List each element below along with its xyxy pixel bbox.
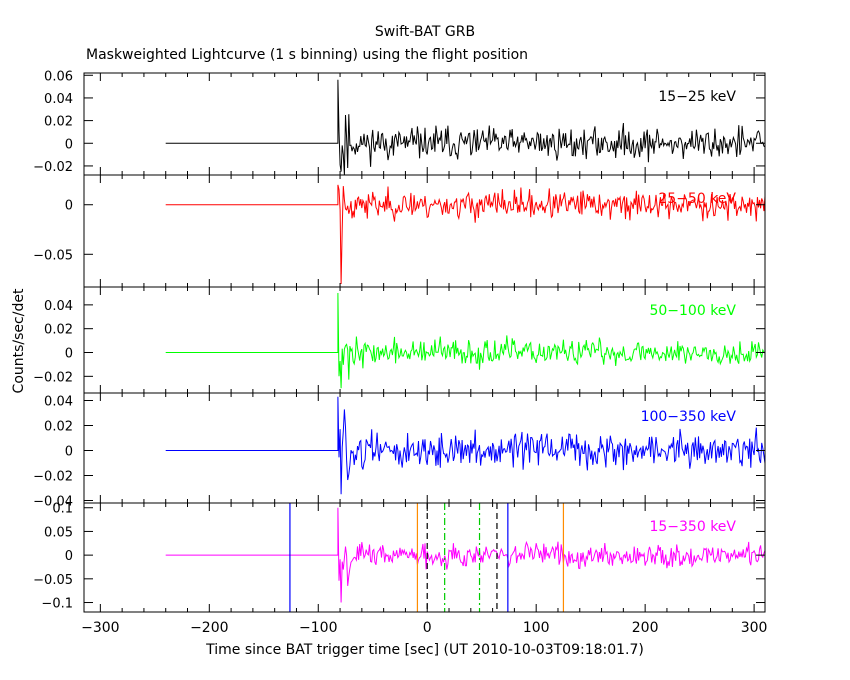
xtick-label-5: 200 — [632, 620, 659, 636]
series-line-0 — [165, 79, 766, 176]
panel-3: −0.04 −0.02 0 0.02 0.04 100−350 keV — [33, 392, 766, 510]
xtick-label-6: 300 — [741, 620, 768, 636]
ytick-label-2-0: −0.02 — [33, 370, 73, 385]
series-line-1 — [165, 184, 766, 285]
ytick-label-4-0: −0.1 — [41, 597, 73, 612]
xtick-label-0: −300 — [81, 620, 119, 636]
band-label-3: 100−350 keV — [641, 409, 737, 425]
ytick-label-0-3: 0.04 — [44, 92, 73, 107]
panel-0: −0.02 0 0.02 0.04 0.06 15−25 keV — [33, 69, 766, 176]
ytick-label-3-3: 0.02 — [44, 420, 73, 435]
band-label-4: 15−350 keV — [649, 519, 736, 535]
ytick-label-4-2: 0 — [65, 549, 73, 564]
xtick-label-1: −200 — [190, 620, 228, 636]
panels-group: −0.02 0 0.02 0.04 0.06 15−25 keV −0.05 0 25−50 k… — [33, 69, 766, 613]
ytick-label-0-0: −0.02 — [33, 160, 73, 175]
ytick-label-0-2: 0.02 — [44, 115, 73, 130]
ytick-label-4-4: 0.1 — [52, 502, 73, 517]
series-line-4 — [165, 507, 766, 603]
ytick-label-2-1: 0 — [65, 347, 73, 362]
band-label-0: 15−25 keV — [658, 89, 736, 105]
ytick-label-3-2: 0 — [65, 445, 73, 460]
ytick-label-1-1: 0 — [65, 199, 73, 214]
xtick-label-3: 0 — [423, 620, 432, 636]
band-label-2: 50−100 keV — [649, 303, 736, 319]
panel-2: −0.02 0 0.02 0.04 50−100 keV — [33, 286, 766, 394]
ytick-label-4-3: 0.05 — [44, 525, 73, 540]
ytick-label-0-1: 0 — [65, 137, 73, 152]
ytick-label-1-0: −0.05 — [33, 248, 73, 263]
y-axis-label: Counts/sec/det — [11, 288, 27, 393]
ytick-label-3-0: −0.04 — [33, 495, 73, 510]
ytick-label-4-1: −0.05 — [33, 573, 73, 588]
xtick-label-4: 100 — [523, 620, 550, 636]
panel-frame-4 — [83, 502, 766, 613]
chart-title: Swift-BAT GRB — [375, 24, 475, 40]
ytick-label-2-2: 0.02 — [44, 323, 73, 338]
panel-1: −0.05 0 25−50 keV — [33, 174, 766, 288]
x-axis-label: Time since BAT trigger time [sec] (UT 20… — [205, 642, 644, 658]
panel-4: −0.1 −0.05 0 0.05 0.1 15−350 keV — [33, 502, 766, 613]
ytick-label-2-3: 0.04 — [44, 299, 73, 314]
chart-subtitle: Maskweighted Lightcurve (1 s binning) us… — [86, 47, 528, 63]
band-label-1: 25−50 keV — [658, 191, 736, 207]
series-line-3 — [165, 396, 766, 495]
x-tick-labels: −300 −200 −100 0 100 200 300 — [81, 620, 767, 636]
ytick-label-0-4: 0.06 — [44, 69, 73, 84]
series-line-2 — [165, 292, 766, 389]
ytick-label-3-4: 0.04 — [44, 395, 73, 410]
ytick-label-3-1: −0.02 — [33, 470, 73, 485]
xtick-label-2: −100 — [299, 620, 337, 636]
